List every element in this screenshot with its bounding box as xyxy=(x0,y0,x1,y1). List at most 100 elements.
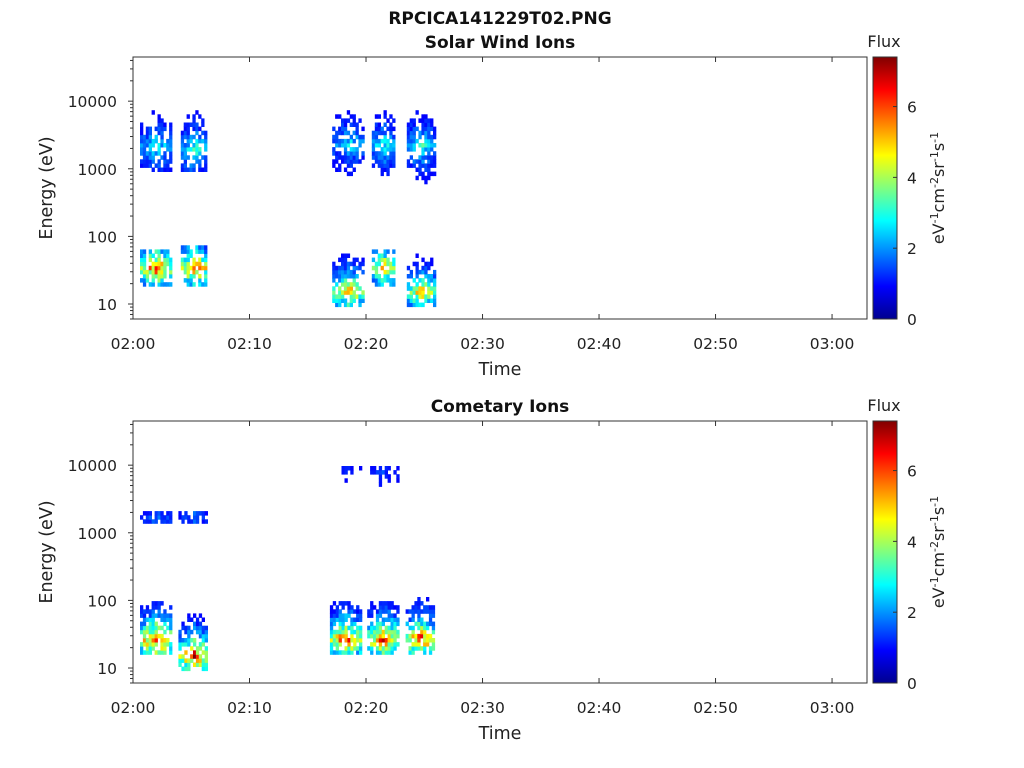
spectrogram-cell xyxy=(378,621,383,627)
spectrogram-cell xyxy=(142,274,147,279)
spectrogram-cell xyxy=(367,629,371,635)
spectrogram-cell xyxy=(190,654,194,659)
spectrogram-cell xyxy=(352,290,356,295)
spectrogram-cell xyxy=(343,126,348,132)
spectrogram-cell xyxy=(151,159,155,164)
spectrogram-cell xyxy=(405,609,409,614)
spectrogram-cell xyxy=(352,257,356,263)
spectrogram-cell xyxy=(427,126,431,132)
spectrogram-cell xyxy=(396,633,400,639)
spectrogram-cell xyxy=(157,511,161,516)
spectrogram-cell xyxy=(386,126,390,132)
spectrogram-cell xyxy=(180,249,185,254)
spectrogram-cell xyxy=(380,282,384,287)
spectrogram-cell xyxy=(332,617,337,622)
spectrogram-cell xyxy=(338,274,342,279)
spectrogram-cell xyxy=(346,282,351,287)
spectrogram-cell xyxy=(157,163,161,168)
spectrogram-cell xyxy=(198,147,202,152)
spectrogram-cell xyxy=(418,278,422,283)
spectrogram-cell xyxy=(335,294,339,299)
cometary-panel: Cometary Ions 02:00 02:10 02:20 02:30 02:40 0… xyxy=(37,396,948,744)
spectrogram-cell xyxy=(421,151,425,156)
spectrogram-cell xyxy=(418,167,422,172)
spectrogram-cell xyxy=(335,274,339,279)
x-axis-ticks: 02:00 02:10 02:20 02:30 02:40 02:50 03:00 xyxy=(111,57,854,353)
spectrogram-cell xyxy=(431,625,436,631)
spectrogram-cell xyxy=(145,155,150,160)
spectrogram-cell xyxy=(148,511,152,516)
spectrogram-cell xyxy=(341,466,345,471)
spectrogram-cell xyxy=(431,646,436,651)
spectrogram-cell xyxy=(418,159,422,164)
spectrogram-cell xyxy=(421,171,425,177)
spectrogram-cell xyxy=(157,167,161,172)
spectrogram-cell xyxy=(169,143,173,148)
spectrogram-cell xyxy=(423,633,427,639)
spectrogram-cell xyxy=(406,282,411,287)
spectrogram-cell xyxy=(409,269,413,275)
spectrogram-cell xyxy=(428,638,433,643)
spectrogram-cell xyxy=(349,286,353,291)
spectrogram-cell xyxy=(186,138,190,144)
spectrogram-cell xyxy=(160,519,164,524)
spectrogram-cell xyxy=(169,134,173,140)
spectrogram-cell xyxy=(338,163,342,168)
spectrogram-cell xyxy=(418,302,422,308)
spectrogram-cell xyxy=(380,253,384,258)
spectrogram-cell xyxy=(180,147,185,152)
spectrogram-cell xyxy=(160,515,164,520)
spectrogram-cell xyxy=(163,646,167,651)
spectrogram-cell xyxy=(420,625,424,631)
spectrogram-cell xyxy=(338,138,342,144)
spectrogram-cell xyxy=(377,253,381,258)
spectrogram-cell xyxy=(189,163,193,168)
spectrogram-cell xyxy=(338,278,342,283)
spectrogram-cell xyxy=(335,650,339,655)
spectrogram-cell xyxy=(344,629,348,635)
spectrogram-cell xyxy=(163,257,167,263)
spectrogram-cell xyxy=(343,253,348,258)
spectrogram-cell xyxy=(384,642,388,647)
spectrogram-cell xyxy=(381,638,385,643)
spectrogram-cell xyxy=(201,130,205,136)
spectrogram-cell xyxy=(344,650,348,655)
spectrogram-cell xyxy=(192,143,196,148)
spectrogram-cell xyxy=(151,638,155,643)
spectrogram-cell xyxy=(387,605,391,610)
spectrogram-cell xyxy=(371,147,376,152)
spectrogram-cell xyxy=(380,167,384,172)
spectrogram-cell xyxy=(383,167,387,172)
spectrogram-cell xyxy=(148,515,152,520)
spectrogram-cell xyxy=(426,597,430,602)
spectrogram-cell xyxy=(375,621,380,627)
spectrogram-cell xyxy=(332,286,336,291)
spectrogram-cell xyxy=(374,265,379,271)
spectrogram-cell xyxy=(383,261,387,267)
spectrogram-cell xyxy=(151,138,155,144)
spectrogram-cell xyxy=(378,613,383,618)
x-axis-label: Time xyxy=(478,724,522,744)
spectrogram-cell xyxy=(374,138,379,144)
spectrogram-cell xyxy=(157,515,161,520)
spectrogram-cell xyxy=(332,147,336,152)
spectrogram-cell xyxy=(424,282,428,287)
spectrogram-cell xyxy=(353,629,357,635)
spectrogram-cell xyxy=(370,650,374,655)
spectrogram-cell xyxy=(387,474,391,479)
spectrogram-cell xyxy=(198,265,202,271)
spectrogram-cell xyxy=(198,134,202,140)
spectrogram-cell xyxy=(344,470,348,475)
spectrogram-cell xyxy=(193,642,197,647)
spectrogram-cell xyxy=(169,629,173,635)
spectrogram-cell xyxy=(418,290,422,295)
spectrogram-cell xyxy=(140,621,144,627)
spectrogram-cell xyxy=(383,274,387,279)
spectrogram-cell xyxy=(151,274,155,279)
spectrogram-cell xyxy=(332,609,337,614)
spectrogram-cell xyxy=(424,163,428,168)
spectrogram-cell xyxy=(374,126,379,132)
spectrogram-cell xyxy=(341,126,345,132)
spectrogram-cell xyxy=(352,114,356,119)
spectrogram-cell xyxy=(154,621,158,627)
